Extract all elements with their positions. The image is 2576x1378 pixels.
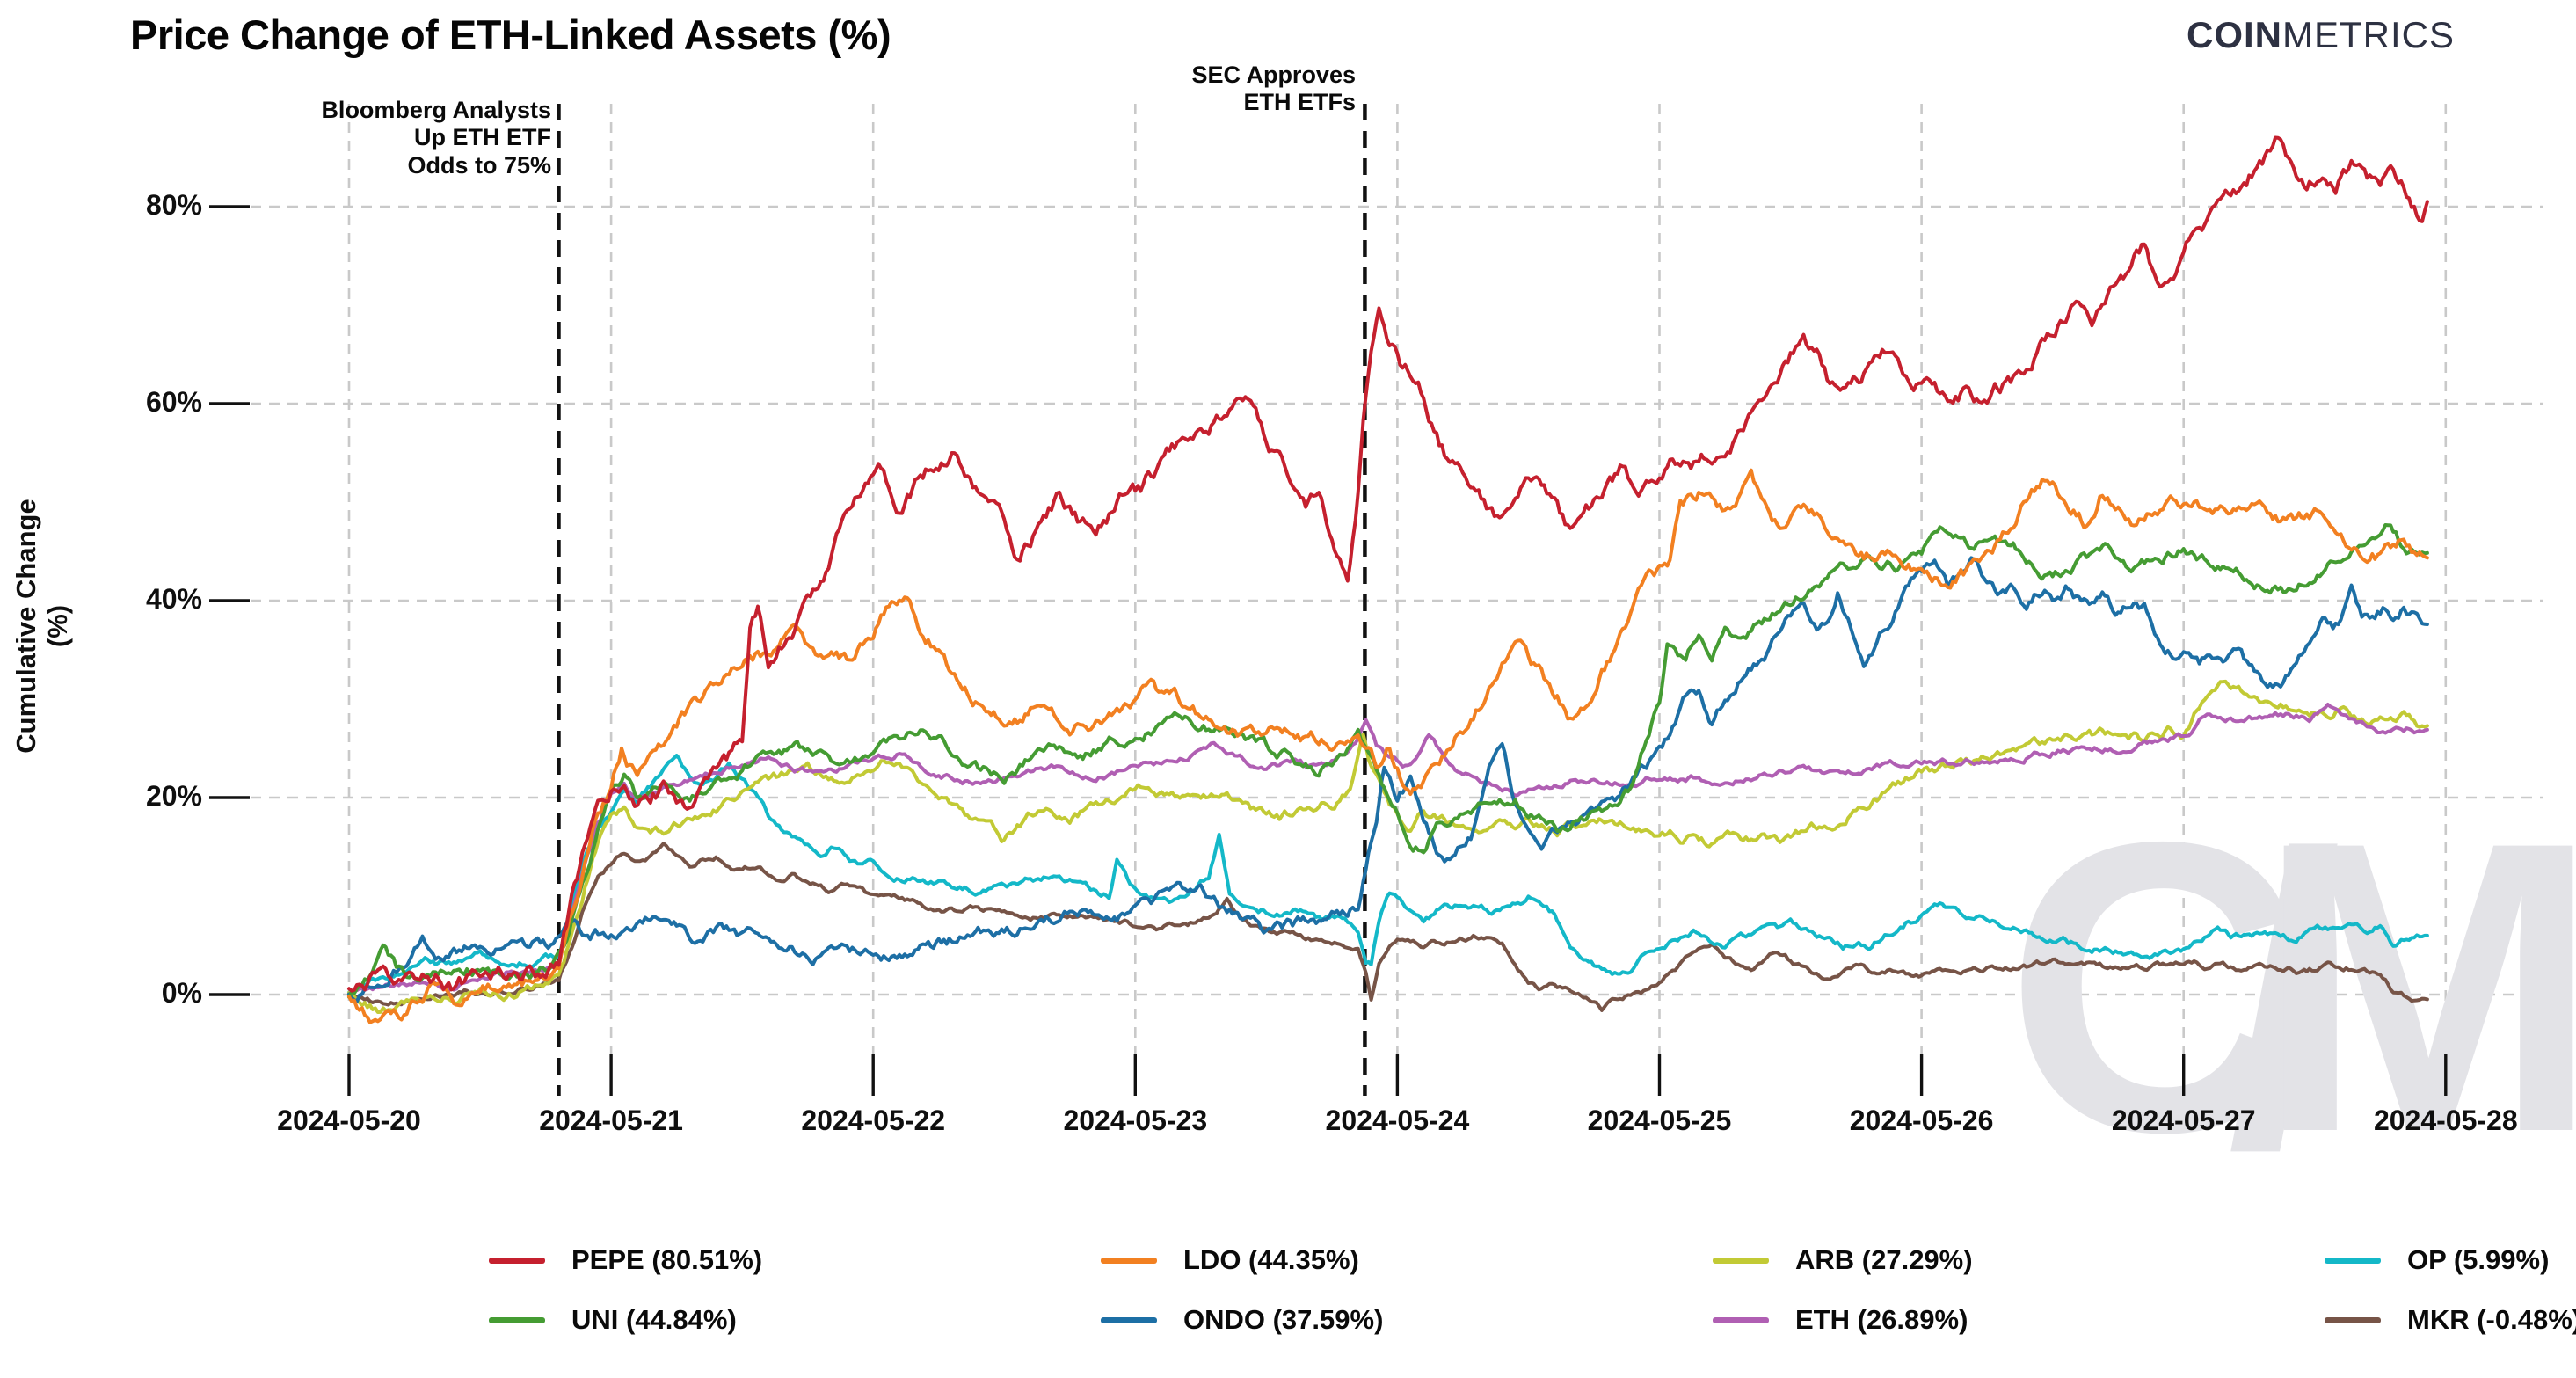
legend-label: OP (5.99%) bbox=[2407, 1244, 2550, 1275]
y-tick-label: 60% bbox=[145, 386, 202, 419]
y-tick-label: 80% bbox=[145, 189, 202, 222]
annotation-text-line: Up ETH ETF bbox=[414, 124, 551, 151]
watermark-letter-m: M bbox=[2256, 756, 2576, 1218]
legend-label: ARB (27.29%) bbox=[1795, 1244, 1973, 1275]
legend-label: ONDO (37.59%) bbox=[1183, 1304, 1384, 1335]
series-line-eth bbox=[347, 703, 2429, 996]
y-tick-label: 0% bbox=[161, 977, 202, 1010]
x-tick-label: 2024-05-26 bbox=[1849, 1105, 1994, 1136]
x-tick-label: 2024-05-28 bbox=[2373, 1105, 2518, 1136]
x-tick-label: 2024-05-27 bbox=[2111, 1105, 2256, 1136]
legend-swatch bbox=[2325, 1316, 2381, 1323]
legend-swatch bbox=[489, 1316, 545, 1323]
legend-item-ondo: ONDO (37.59%) bbox=[1101, 1300, 1713, 1340]
legend-swatch bbox=[1713, 1257, 1769, 1264]
legend-swatch bbox=[489, 1257, 545, 1264]
annotation-text-line: ETH ETFs bbox=[1243, 89, 1356, 116]
x-tick-label: 2024-05-23 bbox=[1063, 1105, 1208, 1136]
watermark-slash: / bbox=[2227, 769, 2343, 1231]
x-tick-label: 2024-05-22 bbox=[801, 1105, 946, 1136]
y-axis-title: Cumulative Change (%) bbox=[11, 499, 73, 754]
x-tick-label: 2024-05-24 bbox=[1325, 1105, 1470, 1136]
legend-item-mkr: MKR (-0.48%) bbox=[2325, 1300, 2576, 1340]
annotation-text-line: Bloomberg Analysts bbox=[321, 97, 551, 123]
legend-item-uni: UNI (44.84%) bbox=[489, 1300, 1101, 1340]
logo-metrics: METRICS bbox=[2282, 14, 2455, 55]
chart-title: Price Change of ETH-Linked Assets (%) bbox=[130, 11, 891, 58]
x-tick-label: 2024-05-20 bbox=[277, 1105, 421, 1136]
legend-swatch bbox=[1101, 1316, 1157, 1323]
legend-label: ETH (26.89%) bbox=[1795, 1304, 1968, 1335]
legend-item-pepe: PEPE (80.51%) bbox=[489, 1240, 1101, 1280]
series-line-mkr bbox=[347, 842, 2429, 1012]
legend-item-op: OP (5.99%) bbox=[2325, 1240, 2576, 1280]
annotation-text-line: Odds to 75% bbox=[407, 151, 551, 179]
legend-swatch bbox=[2325, 1257, 2381, 1264]
y-tick-label: 40% bbox=[145, 583, 202, 616]
legend: PEPE (80.51%) LDO (44.35%) ARB (27.29%) OP … bbox=[489, 1240, 2576, 1340]
series-line-ondo bbox=[347, 556, 2429, 1003]
annotation-text-line: SEC Approves bbox=[1191, 62, 1356, 88]
legend-item-arb: ARB (27.29%) bbox=[1713, 1240, 2325, 1280]
y-tick-label: 20% bbox=[145, 780, 202, 813]
series-lines bbox=[347, 135, 2429, 1024]
logo-coin: COIN bbox=[2187, 14, 2282, 55]
series-line-pepe bbox=[347, 135, 2429, 993]
legend-swatch bbox=[1713, 1316, 1769, 1323]
annotation-bloomberg-eth-etf-odds: Bloomberg Analysts Up ETH ETF Odds to 75… bbox=[321, 97, 551, 179]
legend-label: PEPE (80.51%) bbox=[571, 1244, 763, 1275]
legend-item-eth: ETH (26.89%) bbox=[1713, 1300, 2325, 1340]
watermark-letter-c: C bbox=[2005, 756, 2303, 1218]
x-tick-label: 2024-05-25 bbox=[1587, 1105, 1732, 1136]
legend-label: UNI (44.84%) bbox=[571, 1304, 737, 1335]
series-line-op bbox=[347, 754, 2429, 995]
legend-item-ldo: LDO (44.35%) bbox=[1101, 1240, 1713, 1280]
legend-swatch bbox=[1101, 1257, 1157, 1264]
legend-label: LDO (44.35%) bbox=[1183, 1244, 1359, 1275]
series-line-ldo bbox=[347, 468, 2429, 1024]
annotation-sec-approves-eth-etfs: SEC Approves ETH ETFs bbox=[1191, 62, 1356, 117]
legend-label: MKR (-0.48%) bbox=[2407, 1304, 2576, 1335]
coinmetrics-logo: COINMETRICS bbox=[2187, 14, 2455, 56]
x-tick-label: 2024-05-21 bbox=[539, 1105, 683, 1136]
axis-ticks bbox=[209, 205, 2448, 1096]
coinmetrics-watermark: C/M bbox=[2005, 756, 2576, 1231]
